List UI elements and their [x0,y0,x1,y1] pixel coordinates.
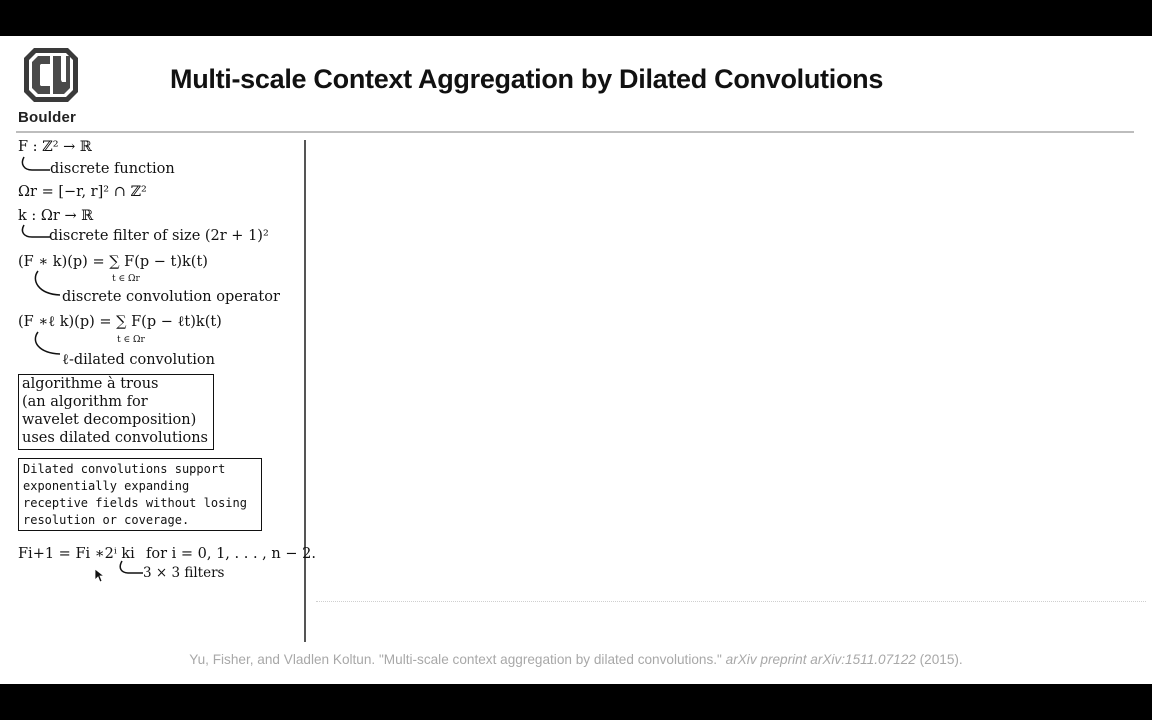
f-definition: F : ℤ² → ℝ [18,139,92,155]
annotation-hook-icon [34,331,61,355]
citation-venue: arXiv preprint arXiv:1511.07122 [725,652,916,667]
mouse-pointer-icon [95,569,105,583]
dilated-convolution-subscript: t ∈ Ωr [117,335,145,345]
f-note: discrete function [50,161,175,177]
box-line: wavelet decomposition) [22,412,197,428]
slide: Boulder Multi-scale Context Aggregation … [0,36,1152,684]
recurrence-note: 3 × 3 filters [143,565,225,581]
box-line: receptive fields without losing [23,496,247,510]
annotation-hook-icon [21,224,50,238]
convolution-definition: (F ∗ k)(p) = ∑ F(p − t)k(t) [18,254,208,270]
slide-title: Multi-scale Context Aggregation by Dilat… [170,64,884,94]
annotation-hook-icon [119,560,143,574]
summary-note-box: Dilated convolutions support exponential… [18,458,262,531]
recurrence-condition: for i = 0, 1, . . . , n − 2. [146,546,316,562]
convolution-subscript: t ∈ Ωr [112,274,140,284]
k-note: discrete filter of size (2r + 1)² [49,228,269,244]
notes-divider [304,140,306,642]
box-line: exponentially expanding [23,479,190,493]
algorithm-note-box: algorithme à trous (an algorithm for wav… [18,374,214,450]
header-divider [16,131,1134,133]
convolution-note: discrete convolution operator [62,289,280,305]
annotation-hook-icon [34,270,61,296]
citation-year: (2015). [915,652,963,667]
box-line: (an algorithm for [22,394,148,410]
omega-definition: Ωr = [−r, r]² ∩ ℤ² [18,184,147,200]
citation-text: Yu, Fisher, and Vladlen Koltun. "Multi-s… [189,652,726,667]
dilated-convolution-definition: (F ∗ℓ k)(p) = ∑ F(p − ℓt)k(t) [18,314,222,330]
dotted-guide [316,601,1146,602]
annotation-hook-icon [21,156,50,171]
handwritten-notes: F : ℤ² → ℝ discrete function Ωr = [−r, r… [0,136,316,636]
box-line: uses dilated convolutions [22,430,208,446]
university-logo: Boulder [16,42,88,126]
box-line: algorithme à trous [22,376,159,392]
dilated-convolution-note: ℓ-dilated convolution [62,352,215,368]
cu-logo-icon [24,48,78,102]
recurrence-definition: Fi+1 = Fi ∗2ⁱ ki [18,546,135,562]
logo-text: Boulder [18,109,77,126]
box-line: Dilated convolutions support [23,462,226,476]
k-definition: k : Ωr → ℝ [18,208,94,224]
box-line: resolution or coverage. [23,513,190,527]
citation: Yu, Fisher, and Vladlen Koltun. "Multi-s… [0,652,1152,667]
